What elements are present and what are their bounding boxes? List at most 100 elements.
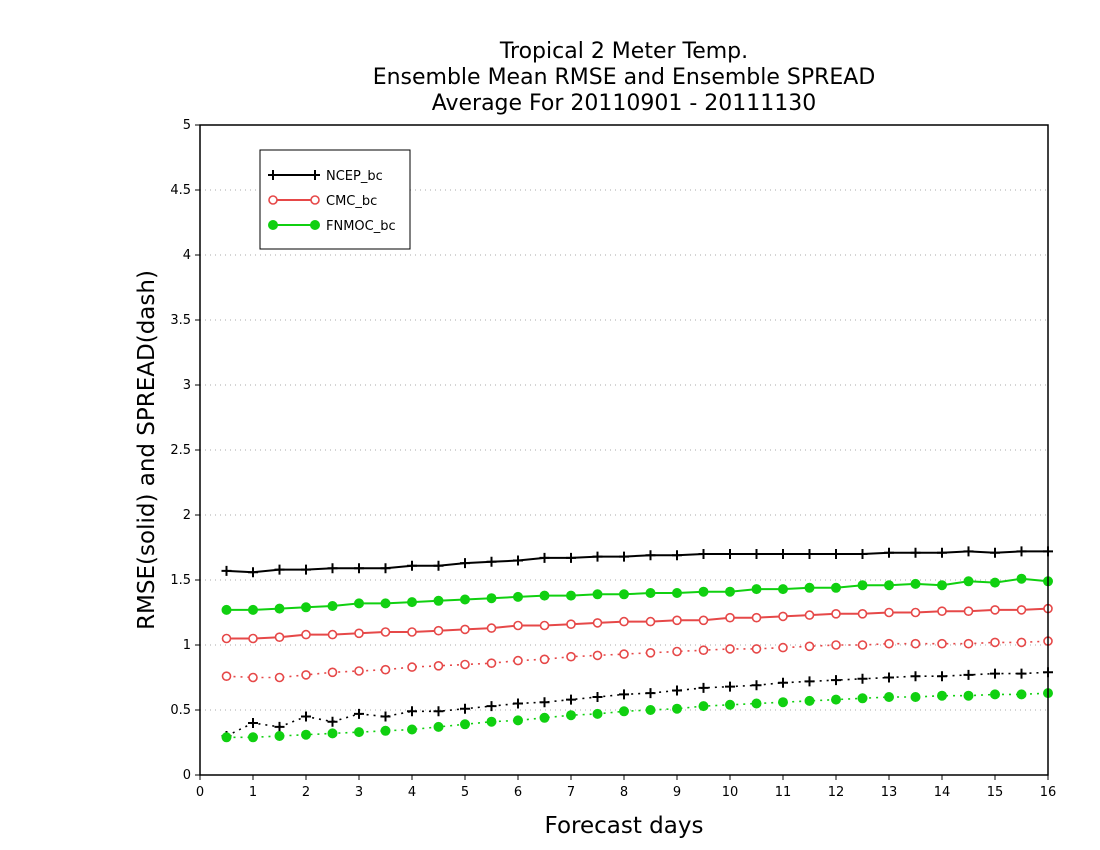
series-cmc-bc-spread-point: [301, 670, 311, 680]
legend-item-cmc-bc: CMC_bc: [268, 194, 377, 209]
series-cmc-bc-rmse-point: [751, 612, 762, 623]
series-ncep-bc-spread-point: [513, 698, 523, 709]
series-fnmoc-bc-rmse-point: [380, 598, 391, 609]
series-group: [221, 546, 1053, 743]
y-axis-label: RMSE(solid) and SPREAD(dash): [134, 270, 160, 630]
series-fnmoc-bc: [221, 573, 1053, 743]
y-tick-label: 5: [183, 118, 191, 133]
series-ncep-bc-spread-point: [274, 721, 285, 732]
series-cmc-bc-spread-point: [831, 640, 841, 650]
series-fnmoc-bc-spread-point: [884, 692, 894, 702]
series-cmc-bc-rmse-point: [380, 627, 391, 637]
x-tick-label: 3: [355, 785, 363, 800]
series-ncep-bc-rmse-point: [274, 564, 285, 575]
series-ncep-bc-rmse-point: [486, 556, 497, 567]
series-ncep-bc-spread-point: [831, 675, 841, 686]
series-cmc-bc-rmse-point: [884, 607, 894, 618]
series-fnmoc-bc-rmse-point: [433, 595, 444, 606]
series-cmc-bc-spread-point: [486, 658, 497, 669]
series-cmc-bc-rmse-point: [672, 615, 682, 626]
series-cmc-bc-rmse-point: [990, 605, 1000, 615]
series-cmc-bc-spread-point: [274, 672, 285, 683]
series-cmc-bc-spread-point: [884, 638, 894, 649]
legend-marker: [268, 220, 278, 230]
series-cmc-bc-spread-point: [221, 671, 232, 682]
series-fnmoc-bc-spread-point: [221, 732, 232, 743]
series-fnmoc-bc-rmse-point: [513, 591, 523, 602]
y-tick-label: 1.5: [170, 573, 191, 588]
series-fnmoc-bc-rmse-point: [751, 584, 762, 595]
series-ncep-bc-rmse-point: [937, 547, 947, 558]
series-fnmoc-bc-rmse-point: [248, 604, 258, 615]
series-cmc-bc-rmse-point: [831, 608, 841, 619]
series-cmc-bc-rmse-point: [486, 623, 497, 633]
series-fnmoc-bc-rmse-point: [592, 589, 603, 600]
series-ncep-bc-spread-point: [433, 706, 444, 717]
series-fnmoc-bc-spread-point: [460, 719, 470, 730]
series-ncep-bc-spread-point: [407, 706, 417, 717]
series-cmc-bc: [221, 603, 1053, 683]
series-fnmoc-bc-rmse-point: [910, 578, 921, 589]
series-cmc-bc-spread-point: [910, 638, 921, 649]
x-tick-label: 5: [461, 785, 469, 800]
series-fnmoc-bc-rmse-point: [486, 593, 497, 604]
series-ncep-bc-spread-point: [566, 694, 576, 705]
series-cmc-bc-rmse-point: [910, 607, 921, 618]
series-ncep-bc-spread-point: [486, 701, 497, 712]
series-fnmoc-bc-rmse-point: [804, 582, 815, 593]
series-ncep-bc-spread-point: [460, 703, 470, 714]
series-cmc-bc-rmse-point: [778, 611, 788, 622]
series-cmc-bc-rmse-point: [539, 620, 550, 631]
chart-title-line-3: Average For 20110901 - 20111130: [432, 91, 817, 116]
series-fnmoc-bc-rmse-point: [1016, 573, 1027, 584]
series-cmc-bc-rmse-point: [327, 629, 338, 640]
series-fnmoc-bc-spread-point: [672, 703, 682, 714]
series-fnmoc-bc-spread-line: [226, 692, 1049, 739]
series-cmc-bc-spread-point: [513, 655, 523, 666]
series-ncep-bc-rmse-point: [433, 560, 444, 571]
series-ncep-bc-rmse-point: [672, 550, 682, 561]
gridlines: [200, 189, 1048, 711]
series-ncep-bc-rmse-point: [221, 565, 232, 576]
series-fnmoc-bc-rmse-point: [301, 602, 311, 613]
series-cmc-bc-spread-point: [963, 638, 974, 649]
y-tick-label: 2.5: [170, 443, 191, 458]
series-fnmoc-bc-spread-point: [407, 724, 417, 735]
legend-label: NCEP_bc: [326, 169, 383, 184]
series-fnmoc-bc-rmse-point: [566, 590, 576, 601]
series-fnmoc-bc-rmse-point: [963, 576, 974, 587]
series-ncep-bc-rmse-point: [725, 549, 735, 559]
series-fnmoc-bc-rmse-point: [990, 577, 1000, 588]
series-ncep-bc-spread-point: [380, 711, 391, 722]
series-ncep-bc-rmse-point: [1016, 546, 1027, 557]
series-fnmoc-bc-rmse-point: [672, 588, 682, 598]
series-cmc-bc-spread-point: [778, 642, 788, 653]
series-ncep-bc-rmse-point: [460, 558, 470, 569]
series-fnmoc-bc-spread-point: [963, 690, 974, 701]
chart-title: Tropical 2 Meter Temp. Ensemble Mean RMS…: [373, 39, 876, 116]
x-tick-label: 11: [775, 785, 792, 800]
x-tick-label: 10: [722, 785, 739, 800]
series-fnmoc-bc-spread-point: [937, 690, 947, 701]
series-ncep-bc-spread-point: [910, 671, 921, 682]
series-cmc-bc-spread-point: [566, 651, 576, 662]
series-cmc-bc-rmse-point: [248, 633, 258, 644]
series-ncep-bc-rmse-point: [354, 563, 364, 574]
legend-label: FNMOC_bc: [326, 219, 396, 234]
series-cmc-bc-spread-point: [804, 641, 815, 652]
series-fnmoc-bc-spread-point: [513, 715, 523, 726]
series-fnmoc-bc-rmse-point: [884, 580, 894, 591]
series-cmc-bc-spread-point: [990, 637, 1000, 648]
series-fnmoc-bc-spread-point: [778, 697, 788, 708]
series-cmc-bc-spread-point: [857, 640, 868, 650]
series-cmc-bc-spread-point: [592, 650, 603, 661]
series-cmc-bc-rmse-point: [619, 616, 629, 627]
x-tick-label: 16: [1040, 785, 1057, 800]
series-cmc-bc-spread-point: [672, 646, 682, 657]
series-ncep-bc-rmse-point: [910, 547, 921, 558]
x-tick-label: 8: [620, 785, 628, 800]
series-cmc-bc-spread-point: [380, 664, 391, 675]
series-ncep-bc-rmse-point: [539, 552, 550, 563]
series-cmc-bc-spread-point: [354, 666, 364, 676]
